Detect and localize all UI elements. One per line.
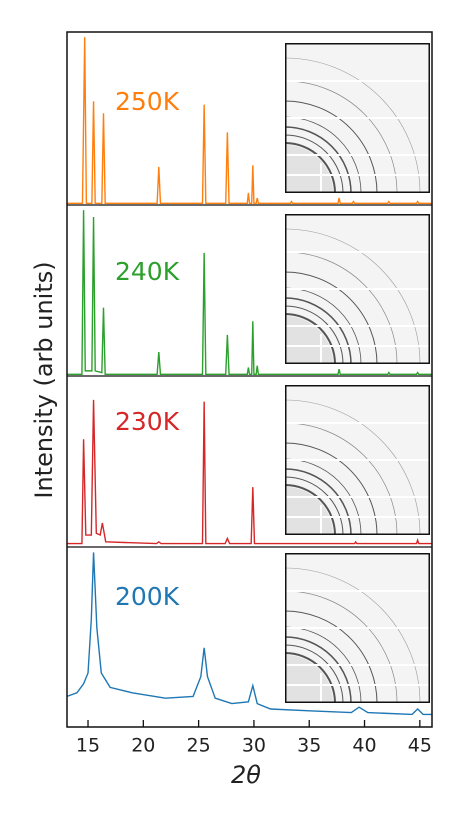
x-tick-label: 35 bbox=[297, 735, 321, 757]
x-axis-label: 2θ bbox=[231, 761, 261, 789]
panel-label: 200K bbox=[115, 582, 180, 611]
x-tick-label: 45 bbox=[408, 735, 432, 757]
panel-label: 240K bbox=[115, 257, 180, 286]
x-tick-label: 15 bbox=[76, 735, 100, 757]
x-tick-label: 25 bbox=[187, 735, 211, 757]
series-line bbox=[67, 37, 432, 204]
x-tick-label: 30 bbox=[242, 735, 266, 757]
x-tick-label: 40 bbox=[352, 735, 376, 757]
insets bbox=[150, 43, 430, 829]
series-line bbox=[67, 210, 432, 375]
panel-label: 230K bbox=[115, 407, 180, 436]
y-axis-label: Intensity (arb units) bbox=[30, 261, 58, 498]
plot-frame bbox=[66, 31, 433, 728]
diffraction-image bbox=[150, 553, 430, 829]
series-line bbox=[67, 399, 432, 545]
panel-label: 250K bbox=[115, 87, 180, 116]
x-tick-label: 20 bbox=[131, 735, 155, 757]
series-line bbox=[66, 552, 432, 716]
